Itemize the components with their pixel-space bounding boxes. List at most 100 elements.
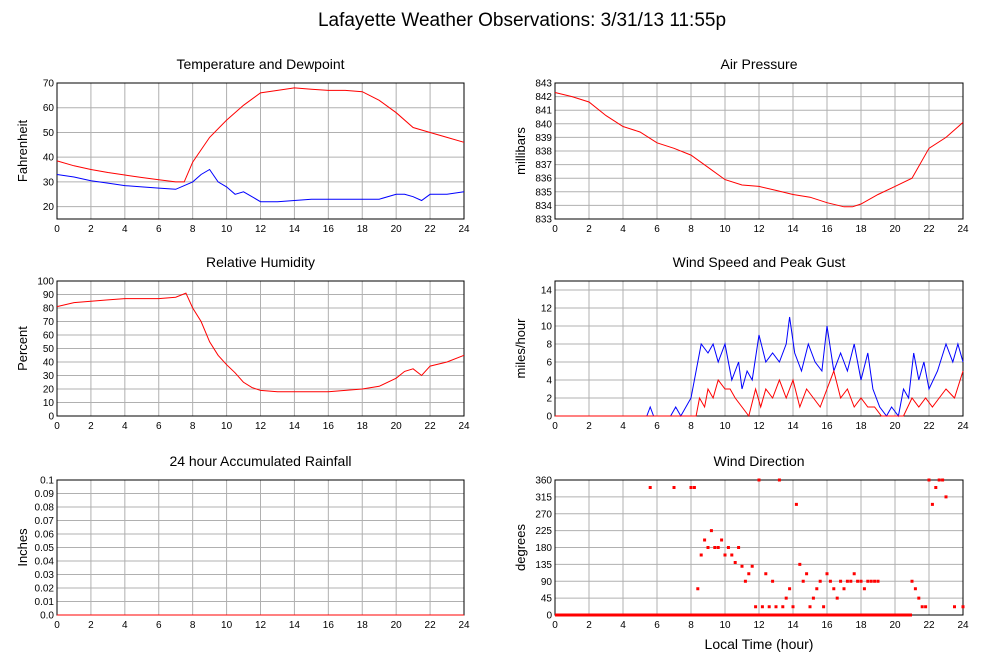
data-point: [750, 564, 754, 568]
x-tick-label: 20: [391, 620, 403, 631]
data-point: [648, 486, 652, 489]
chart-title: Wind Direction: [713, 453, 804, 469]
y-tick-label: 40: [43, 153, 55, 164]
y-tick-label: 30: [43, 177, 55, 188]
y-tick-label: 836: [535, 174, 552, 185]
x-tick-label: 0: [552, 421, 558, 432]
y-tick-label: 8: [546, 340, 552, 351]
x-tick-label: 8: [688, 421, 694, 432]
y-axis-label: Fahrenheit: [15, 120, 30, 183]
data-point: [869, 579, 873, 583]
x-tick-label: 16: [821, 224, 833, 235]
x-tick-label: 16: [323, 421, 335, 432]
x-tick-label: 10: [221, 224, 233, 235]
data-point: [849, 579, 853, 583]
data-point: [859, 579, 863, 583]
y-tick-label: 6: [546, 358, 552, 369]
y-tick-label: 0.09: [35, 489, 55, 500]
data-point: [856, 579, 860, 583]
y-axis-label: degrees: [513, 524, 528, 571]
data-point: [808, 605, 812, 609]
series-line-0: [555, 316, 964, 418]
y-tick-label: 100: [37, 277, 54, 288]
x-tick-label: 2: [586, 421, 592, 432]
chart-title: Temperature and Dewpoint: [176, 56, 344, 72]
x-tick-label: 6: [156, 224, 162, 235]
y-tick-label: 12: [541, 304, 553, 315]
x-tick-label: 20: [889, 224, 901, 235]
y-tick-label: 30: [43, 371, 55, 382]
x-tick-label: 0: [54, 224, 60, 235]
data-point: [924, 605, 928, 609]
x-tick-label: 8: [190, 620, 196, 631]
x-tick-label: 18: [357, 224, 369, 235]
y-tick-label: 180: [535, 543, 552, 554]
y-tick-label: 0.0: [40, 611, 54, 622]
x-tick-label: 4: [620, 421, 626, 432]
data-point: [784, 596, 788, 600]
data-point: [737, 546, 741, 549]
y-tick-label: 837: [535, 160, 552, 171]
y-tick-label: 0.03: [35, 570, 55, 581]
y-tick-label: 70: [43, 79, 55, 90]
data-point: [822, 605, 826, 609]
x-tick-label: 16: [323, 620, 335, 631]
x-tick-label: 2: [88, 620, 94, 631]
data-point: [720, 538, 724, 542]
x-tick-label: 10: [221, 620, 233, 631]
series-line-0: [554, 92, 964, 208]
x-tick-label: 22: [923, 224, 935, 235]
data-point: [842, 587, 846, 591]
y-tick-label: 835: [535, 187, 552, 198]
series-line-0: [56, 292, 465, 393]
data-point: [941, 478, 945, 482]
data-point: [781, 605, 785, 609]
data-point: [852, 572, 856, 576]
x-tick-label: 10: [719, 620, 731, 631]
y-tick-label: 10: [541, 322, 553, 333]
y-tick-label: 90: [541, 577, 553, 588]
y-tick-label: 40: [43, 358, 55, 369]
data-point: [672, 486, 676, 489]
y-tick-label: 45: [541, 594, 553, 605]
y-tick-label: 0: [546, 611, 552, 622]
y-axis-label: Percent: [15, 326, 30, 371]
x-tick-label: 0: [54, 620, 60, 631]
data-point: [873, 579, 877, 583]
data-point: [726, 546, 730, 549]
data-point: [696, 587, 700, 591]
data-point: [920, 605, 924, 609]
data-point: [703, 538, 707, 542]
x-tick-label: 14: [787, 421, 799, 432]
data-point: [927, 478, 931, 482]
x-axis-label: Local Time (hour): [705, 636, 814, 652]
plot-border: [554, 280, 964, 417]
data-point: [839, 579, 843, 583]
plot-border: [56, 280, 465, 417]
chart-title: Air Pressure: [720, 56, 797, 72]
data-point: [818, 579, 822, 583]
y-tick-label: 0.08: [35, 503, 55, 514]
data-point: [743, 579, 747, 583]
y-tick-label: 80: [43, 304, 55, 315]
data-point: [794, 502, 798, 506]
x-tick-label: 18: [855, 620, 867, 631]
data-point: [764, 572, 768, 576]
chart-title: Wind Speed and Peak Gust: [673, 254, 846, 270]
chart-title: 24 hour Accumulated Rainfall: [169, 453, 351, 469]
x-tick-label: 14: [289, 620, 301, 631]
y-tick-label: 360: [535, 476, 552, 487]
data-point: [791, 605, 795, 609]
data-point: [913, 587, 917, 591]
data-point: [832, 587, 836, 591]
x-tick-label: 4: [122, 421, 128, 432]
x-tick-label: 6: [654, 224, 660, 235]
x-tick-label: 22: [425, 620, 437, 631]
data-point: [801, 579, 805, 583]
x-tick-label: 24: [957, 620, 969, 631]
x-tick-label: 6: [654, 620, 660, 631]
data-point: [862, 587, 866, 591]
x-tick-label: 24: [458, 421, 470, 432]
y-tick-label: 0: [48, 412, 54, 423]
